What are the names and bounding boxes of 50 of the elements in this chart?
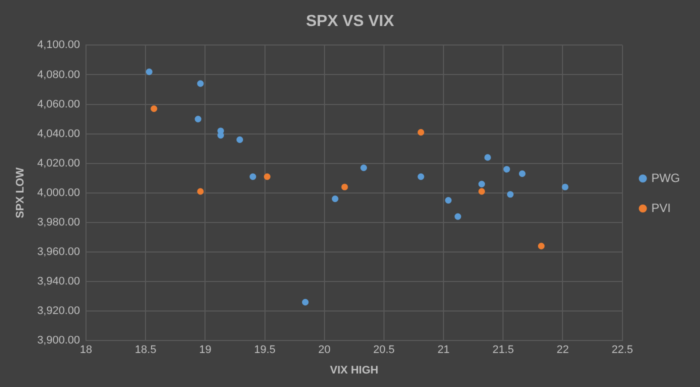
y-tick-label: 4,060.00 (37, 98, 80, 110)
point (478, 188, 485, 195)
y-tick-label: 3,920.00 (37, 305, 80, 318)
x-tick-label: 22.5 (612, 344, 634, 356)
x-tick-label: 20 (318, 344, 331, 356)
x-tick-label: 20.5 (373, 344, 395, 356)
point (503, 166, 510, 173)
point (146, 68, 152, 76)
point (418, 129, 424, 136)
x-tick-label: 19 (199, 344, 212, 356)
point (332, 196, 338, 202)
x-tick-label: 18 (80, 344, 92, 356)
y-tick-label: 4,040.00 (37, 128, 80, 140)
point (197, 188, 204, 195)
point (507, 191, 514, 198)
y-tick-label: 3,940.00 (37, 276, 80, 288)
point (454, 213, 462, 220)
legend-label: PWG (651, 170, 680, 185)
point (302, 298, 309, 306)
point (478, 180, 485, 188)
point (150, 105, 158, 112)
y-tick-label: 4,080.00 (37, 68, 80, 81)
point (194, 116, 202, 122)
x-tick-label: 19.5 (254, 344, 276, 356)
x-axis-title: VIX HIGH (330, 364, 378, 376)
point (484, 154, 491, 161)
x-tick-label: 21.5 (492, 344, 514, 356)
point (562, 184, 568, 190)
point (250, 173, 256, 180)
x-tick-label: 18.5 (134, 344, 156, 356)
legend-label: PVI (651, 200, 671, 215)
chart-title: SPX VS VIX (306, 13, 394, 30)
point (236, 136, 244, 144)
point (197, 80, 204, 87)
y-tick-label: 4,100.00 (37, 39, 80, 52)
y-tick-label: 3,960.00 (37, 246, 80, 258)
x-tick-label: 21 (437, 344, 450, 356)
point (518, 170, 526, 177)
y-axis-title: SPX LOW (14, 166, 27, 218)
y-tick-label: 4,020.00 (37, 157, 80, 170)
y-tick-label: 3,980.00 (37, 216, 80, 228)
point (264, 173, 270, 180)
point (418, 173, 424, 180)
x-tick-label: 22 (556, 344, 569, 356)
point (360, 164, 368, 172)
y-tick-label: 3,900.00 (37, 334, 80, 347)
point (341, 184, 348, 190)
point (538, 242, 545, 250)
y-tick-label: 4,000.00 (37, 186, 80, 199)
point (445, 196, 452, 204)
